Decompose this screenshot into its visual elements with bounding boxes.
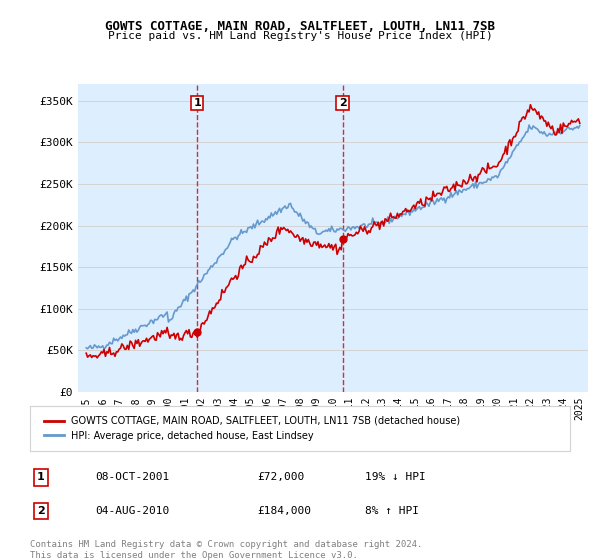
Text: 1: 1 xyxy=(37,473,44,482)
Text: 2: 2 xyxy=(37,506,44,516)
Text: 04-AUG-2010: 04-AUG-2010 xyxy=(95,506,169,516)
Text: GOWTS COTTAGE, MAIN ROAD, SALTFLEET, LOUTH, LN11 7SB: GOWTS COTTAGE, MAIN ROAD, SALTFLEET, LOU… xyxy=(105,20,495,32)
Text: 8% ↑ HPI: 8% ↑ HPI xyxy=(365,506,419,516)
Text: 1: 1 xyxy=(193,98,201,108)
Text: Contains HM Land Registry data © Crown copyright and database right 2024.
This d: Contains HM Land Registry data © Crown c… xyxy=(30,540,422,560)
Text: 2: 2 xyxy=(338,98,346,108)
Text: £184,000: £184,000 xyxy=(257,506,311,516)
Text: Price paid vs. HM Land Registry's House Price Index (HPI): Price paid vs. HM Land Registry's House … xyxy=(107,31,493,41)
Text: 08-OCT-2001: 08-OCT-2001 xyxy=(95,473,169,482)
Text: £72,000: £72,000 xyxy=(257,473,304,482)
Legend: GOWTS COTTAGE, MAIN ROAD, SALTFLEET, LOUTH, LN11 7SB (detached house), HPI: Aver: GOWTS COTTAGE, MAIN ROAD, SALTFLEET, LOU… xyxy=(40,412,464,445)
Text: 19% ↓ HPI: 19% ↓ HPI xyxy=(365,473,425,482)
